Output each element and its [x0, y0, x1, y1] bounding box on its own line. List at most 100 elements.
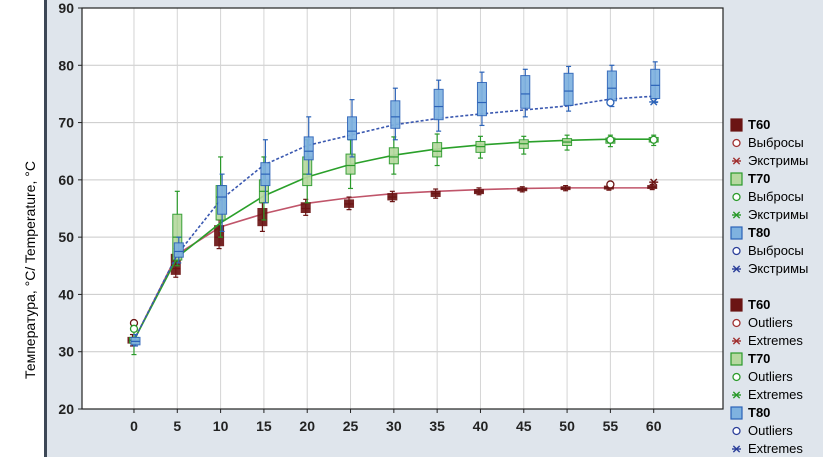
series-T80 — [130, 61, 661, 347]
box-T70 — [302, 156, 313, 187]
legend-symbol-circle — [732, 372, 741, 382]
legend-box-swatch — [730, 226, 743, 240]
extreme-T80-diag2 — [650, 98, 658, 106]
legend-label: Outliers — [748, 369, 793, 384]
legend-label: Выбросы — [748, 135, 804, 150]
legend-circle-swatch — [732, 372, 741, 382]
x-tick-label: 15 — [256, 418, 272, 434]
legend-symbol-circle — [732, 246, 741, 256]
legend-box-swatch — [730, 406, 743, 420]
y-tick-label: 80 — [58, 57, 74, 73]
legend-symbol-box — [730, 118, 743, 132]
legend-label: Экстримы — [748, 207, 809, 222]
y-tick-label: 60 — [58, 172, 74, 188]
legend-symbol-circle — [732, 192, 741, 202]
x-tick-label: 25 — [343, 418, 359, 434]
legend-label: Outliers — [748, 315, 793, 330]
y-tick-label: 20 — [58, 401, 74, 417]
legend-label: T80 — [748, 225, 771, 240]
x-tick-label: 10 — [213, 418, 229, 434]
legend-label: Outliers — [748, 423, 793, 438]
x-tick-label: 50 — [559, 418, 575, 434]
legend-star-swatch-diag2 — [732, 391, 741, 399]
box-T80 — [476, 81, 487, 117]
legend-star-swatch-diag2 — [732, 157, 741, 165]
legend-circle-swatch — [732, 318, 741, 328]
legend-symbol-star — [732, 445, 741, 453]
legend-label: Выбросы — [748, 189, 804, 204]
box-T80 — [390, 100, 401, 129]
series-layer — [127, 61, 661, 356]
outlier-T70 — [129, 324, 139, 333]
outlier-T70 — [649, 135, 658, 144]
legend-label: Extremes — [748, 333, 803, 348]
box-T70 — [432, 142, 443, 158]
legend-box-swatch — [730, 172, 743, 186]
legend-label: T80 — [748, 405, 771, 420]
legend-box-swatch — [730, 118, 743, 132]
y-tick-label: 40 — [58, 286, 74, 302]
legend-symbol-box — [730, 298, 743, 312]
legend-symbol-star — [732, 265, 741, 273]
legend-label: T60 — [748, 297, 771, 312]
legend-symbol-circle — [732, 426, 741, 436]
legend-label: Extremes — [748, 387, 803, 402]
outlier-T70 — [606, 135, 615, 144]
legend-symbol-star — [732, 211, 741, 219]
y-tick-label: 90 — [58, 0, 74, 16]
left-border-bar — [44, 0, 47, 457]
box-T80 — [650, 68, 661, 100]
legend-star-swatch-diag2 — [732, 337, 741, 345]
legend-label: Extremes — [748, 441, 803, 456]
legend-star-swatch-diag2 — [732, 445, 741, 453]
legend-label: T70 — [748, 351, 771, 366]
legend-circle-swatch — [732, 138, 741, 148]
legend-label: Выбросы — [748, 243, 804, 258]
y-tick-labels: 20 30 40 50 60 70 80 90 — [58, 0, 82, 417]
legend-symbol-circle — [732, 138, 741, 148]
legend-label: T60 — [748, 117, 771, 132]
outlier-T80 — [606, 98, 615, 107]
legend-symbol-box — [730, 406, 743, 420]
legend-symbol-star — [732, 391, 741, 399]
legend-label: Экстримы — [748, 153, 809, 168]
box-T70 — [345, 153, 356, 175]
legend-box-swatch — [730, 298, 743, 312]
y-tick-label: 50 — [58, 229, 74, 245]
box-T80 — [433, 88, 444, 121]
box-T60 — [300, 202, 311, 214]
legend-box-swatch — [730, 352, 743, 366]
legend-russian: T60 Выбросы Экстримы T70 Выбросы Экстримы T80 В… — [730, 116, 822, 286]
legend-symbol-star — [732, 337, 741, 345]
legend-circle-swatch — [732, 426, 741, 436]
legend-star-swatch-diag2 — [732, 211, 741, 219]
box-T80 — [520, 75, 531, 109]
box-T80 — [606, 70, 617, 102]
x-tick-labels: 0 5 10 15 20 25 30 35 40 45 50 55 60 — [130, 409, 662, 434]
legend-symbol-box — [730, 352, 743, 366]
legend-english: T60 Outliers Extremes T70 Outliers Extremes T8… — [730, 296, 822, 456]
box-T80 — [217, 185, 228, 215]
plot-area — [82, 8, 723, 409]
box-T80 — [303, 136, 314, 161]
box-T80 — [563, 72, 574, 106]
x-tick-label: 35 — [429, 418, 445, 434]
box-T70 — [388, 147, 399, 165]
x-tick-label: 0 — [130, 418, 138, 434]
y-tick-label: 70 — [58, 115, 74, 131]
legend-circle-swatch — [732, 192, 741, 202]
legend-label: Экстримы — [748, 261, 809, 276]
x-tick-label: 45 — [516, 418, 532, 434]
box-T60 — [214, 225, 225, 247]
legend-symbol-box — [730, 226, 743, 240]
outlier-T60 — [606, 180, 615, 189]
x-tick-label: 40 — [473, 418, 489, 434]
y-axis-label: Температура, °C/ Temperature, °C — [22, 161, 38, 379]
legend-symbol-circle — [732, 318, 741, 328]
extreme-T60-diag2 — [650, 178, 658, 186]
box-T80 — [173, 242, 184, 258]
y-tick-label: 30 — [58, 344, 74, 360]
x-tick-label: 60 — [646, 418, 662, 434]
plot-frame — [81, 7, 724, 410]
